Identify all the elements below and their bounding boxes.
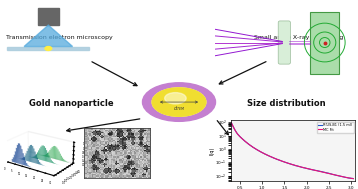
MC Fit <box>229 122 234 124</box>
Circle shape <box>142 83 216 121</box>
RIUS-B1 (1.5 ml) <box>351 177 355 180</box>
RIUS-B1 (1.5 ml) <box>229 122 233 124</box>
Circle shape <box>165 93 186 104</box>
MC Fit <box>325 172 329 174</box>
Circle shape <box>156 90 199 113</box>
Line: MC Fit: MC Fit <box>231 123 353 179</box>
Text: Small angle X-ray scattering: Small angle X-ray scattering <box>254 35 344 40</box>
Legend: RIUS-B1 (1.5 ml), MC Fit: RIUS-B1 (1.5 ml), MC Fit <box>316 122 354 133</box>
MC Fit <box>269 156 273 158</box>
RIUS-B1 (1.5 ml) <box>229 122 234 124</box>
MC Fit <box>269 156 274 158</box>
FancyBboxPatch shape <box>310 12 339 74</box>
Circle shape <box>152 88 206 116</box>
Y-axis label: I(q): I(q) <box>209 146 214 155</box>
FancyBboxPatch shape <box>38 8 59 25</box>
Text: Transmission electron microscopy: Transmission electron microscopy <box>6 35 112 40</box>
Ellipse shape <box>45 46 52 50</box>
RIUS-B1 (1.5 ml) <box>310 169 314 171</box>
Circle shape <box>163 94 190 108</box>
RIUS-B1 (1.5 ml) <box>325 172 329 174</box>
MC Fit <box>310 169 314 171</box>
Circle shape <box>159 91 196 111</box>
MC Fit <box>229 122 233 124</box>
Circle shape <box>161 92 193 109</box>
Line: RIUS-B1 (1.5 ml): RIUS-B1 (1.5 ml) <box>231 123 353 179</box>
Circle shape <box>167 96 183 104</box>
Text: Size distribution: Size distribution <box>247 98 326 108</box>
RIUS-B1 (1.5 ml) <box>269 156 273 158</box>
Circle shape <box>154 89 203 115</box>
FancyBboxPatch shape <box>7 46 90 50</box>
Circle shape <box>152 88 206 116</box>
MC Fit <box>351 177 355 180</box>
Text: $d_{TEM}$: $d_{TEM}$ <box>173 104 185 113</box>
Circle shape <box>165 95 187 106</box>
MC Fit <box>271 157 276 159</box>
Polygon shape <box>24 25 73 46</box>
RIUS-B1 (1.5 ml) <box>271 157 276 159</box>
Text: Gold nanoparticle: Gold nanoparticle <box>29 98 114 108</box>
FancyBboxPatch shape <box>278 21 290 64</box>
RIUS-B1 (1.5 ml) <box>269 156 274 158</box>
